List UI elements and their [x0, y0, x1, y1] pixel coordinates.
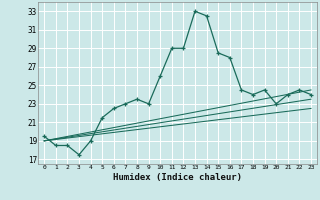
X-axis label: Humidex (Indice chaleur): Humidex (Indice chaleur)	[113, 173, 242, 182]
